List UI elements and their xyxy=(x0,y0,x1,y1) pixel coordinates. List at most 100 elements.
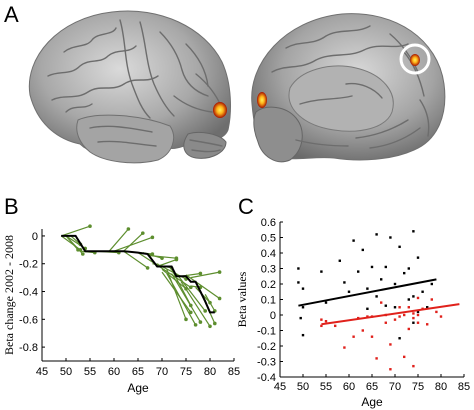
chart-b-x-label: Age xyxy=(127,381,149,395)
chart-b-y-tick-label: -0.4 xyxy=(19,287,38,299)
chart-c-black-point xyxy=(412,295,415,298)
chart-c-y-tick-label: -0.1 xyxy=(257,326,276,338)
chart-c-red-point xyxy=(439,315,443,318)
chart-b-individual-line xyxy=(123,232,144,252)
chart-c-y-label: Beta values xyxy=(235,271,249,327)
chart-b-individual-point xyxy=(189,310,193,315)
chart-b-individual-point xyxy=(145,266,150,270)
chart-c-y-tick-label: 0.2 xyxy=(261,279,276,291)
chart-c-black-point xyxy=(320,270,323,273)
chart-b-individual-line xyxy=(166,269,187,320)
chart-c-x-tick-label: 50 xyxy=(297,381,309,393)
chart-b-y-tick-label: -0.8 xyxy=(19,342,38,354)
chart-b-individual-point xyxy=(184,317,188,322)
chart-c-black-point xyxy=(384,265,387,269)
chart-b-x-tick-label: 75 xyxy=(180,366,192,378)
chart-c-black-point xyxy=(352,239,355,242)
chart-c-red-point xyxy=(320,318,323,321)
chart-c-black-point xyxy=(366,307,369,310)
chart-c-black-point xyxy=(389,236,392,239)
chart-c-black-point xyxy=(384,304,387,307)
chart-b-individual-point xyxy=(76,248,80,252)
chart-c-y-tick-label: -0.2 xyxy=(257,341,276,353)
chart-b-individual-point xyxy=(150,235,155,240)
panel-a: A xyxy=(4,2,446,164)
chart-b-individual-line xyxy=(185,274,220,299)
chart-c-x-label: Age xyxy=(361,395,383,409)
chart-b-individual-line xyxy=(156,259,177,268)
chart-b-individual-line xyxy=(190,271,220,279)
chart-c-black-point xyxy=(301,333,305,337)
chart-c-x-tick-label: 75 xyxy=(412,381,424,393)
chart-b-x-tick-label: 70 xyxy=(156,366,168,378)
chart-c-y-tick-label: 0.4 xyxy=(261,248,276,260)
brain-right-inner xyxy=(288,65,394,132)
chart-c-black-point xyxy=(380,278,383,281)
chart-c-red-point xyxy=(412,364,415,368)
chart-b-individual-point xyxy=(203,309,207,313)
chart-c-red-point xyxy=(352,335,355,338)
chart-b-x-tick-label: 80 xyxy=(204,366,216,378)
chart-c-red-point xyxy=(366,315,369,318)
chart-c-black-point xyxy=(357,270,360,273)
chart-c-y-tick-label: 0.3 xyxy=(261,264,276,276)
chart-b-individual-line xyxy=(123,250,148,269)
chart-c-red-point xyxy=(403,313,406,317)
chart-b-individual-line xyxy=(156,264,192,288)
chart-c-black-point xyxy=(412,321,415,324)
chart-c-black-point xyxy=(393,306,397,309)
chart-c-red-point xyxy=(412,312,415,315)
chart-c-y-tick-label: 0.6 xyxy=(261,217,276,229)
chart-b-individual-line xyxy=(204,294,216,312)
chart-c-black-point xyxy=(398,245,401,248)
chart-b-y-tick-label: -0.2 xyxy=(19,259,38,271)
chart-c-black-point xyxy=(430,282,433,286)
chart-c-black-fit-line xyxy=(298,278,437,307)
chart-c-red-point xyxy=(407,306,410,309)
panel-a-letter: A xyxy=(4,2,19,27)
chart-c-red-fit-line xyxy=(321,303,460,326)
chart-c-black-point xyxy=(324,301,328,304)
chart-c-red-point xyxy=(361,329,364,332)
chart-c-y-tick-label: 0.1 xyxy=(261,295,276,307)
chart-c-y-tick-label: -0.4 xyxy=(257,372,276,384)
chart-b-individual-line xyxy=(175,273,206,312)
chart-c-black-point xyxy=(338,259,341,262)
chart-b-individual-point xyxy=(217,296,222,301)
chart-c-black-point xyxy=(407,267,410,270)
activation-occipital-right xyxy=(257,92,267,108)
chart-b-x-tick-label: 55 xyxy=(84,366,96,378)
chart-c-black-point xyxy=(375,233,378,236)
chart-b-individual-point xyxy=(213,321,217,326)
chart-b-individual-point xyxy=(208,324,212,329)
chart-b-individual-point xyxy=(88,224,92,229)
chart-b-x-tick-label: 85 xyxy=(228,366,240,378)
chart-c-black-point xyxy=(403,271,406,275)
brain-left-cerebellum xyxy=(183,131,227,159)
chart-c-black-point xyxy=(361,248,364,252)
brain-left-temporal xyxy=(76,114,174,164)
chart-c-red-point xyxy=(403,355,406,359)
chart-c-red-point xyxy=(407,327,410,331)
chart-c-red-point xyxy=(320,324,323,328)
chart-c-y-tick-label: 0 xyxy=(270,310,276,322)
chart-b-individual-line xyxy=(65,235,79,251)
chart-c-red-point xyxy=(435,310,438,314)
panel-b-letter: B xyxy=(4,194,19,219)
chart-c-black-point xyxy=(297,281,300,284)
chart-c-black-point xyxy=(407,298,410,301)
chart-c-black-point xyxy=(421,290,424,293)
chart-c-black-point xyxy=(398,337,401,340)
chart-c-y-tick-label: -0.3 xyxy=(257,357,276,369)
chart-c-black-point xyxy=(370,265,374,269)
chart-c-x-tick-label: 55 xyxy=(320,381,332,393)
chart-c-black-point xyxy=(416,310,420,314)
chart-b-individual-point xyxy=(126,227,131,231)
chart-c-black-point xyxy=(297,267,300,270)
chart-c-black-point xyxy=(347,290,351,293)
chart-c-red-point xyxy=(398,306,401,309)
chart-b-individual-line xyxy=(70,235,81,245)
brain-left-lateral xyxy=(28,10,231,164)
chart-c-black-point xyxy=(416,256,420,259)
chart-c-x-tick-label: 65 xyxy=(366,381,378,393)
